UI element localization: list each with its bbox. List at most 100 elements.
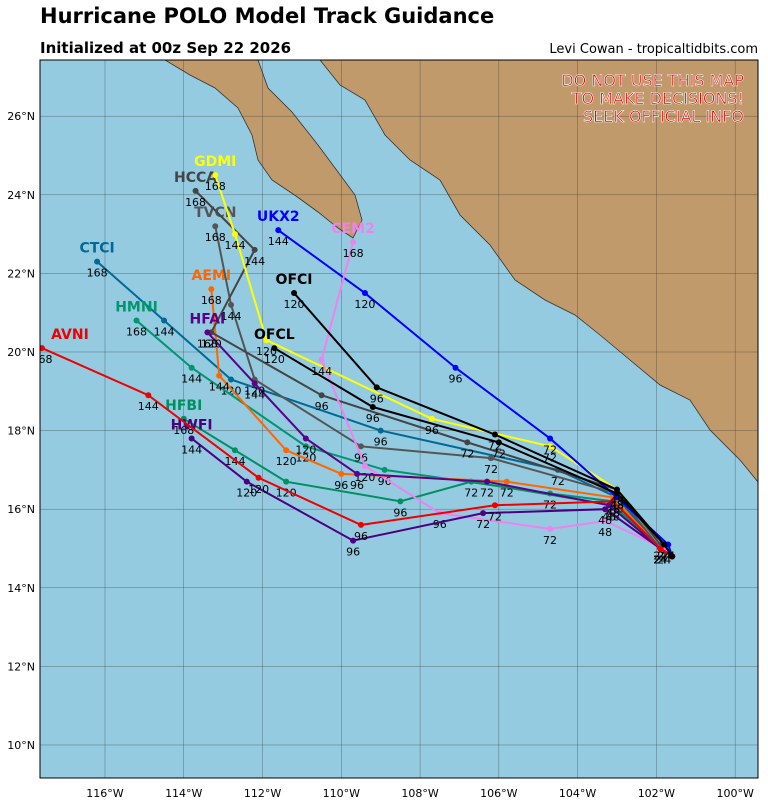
track-line (41, 347, 673, 558)
track-point (491, 502, 498, 509)
forecast-hour: 96 (354, 530, 368, 543)
track-point (480, 510, 487, 517)
forecast-hour: 144 (181, 443, 202, 456)
forecast-hour: 144 (268, 235, 289, 248)
forecast-hour: 24 (653, 553, 667, 566)
track-point (263, 337, 270, 344)
track-point (228, 301, 235, 308)
forecast-hour: 168 (126, 326, 147, 339)
forecast-hour: 144 (209, 381, 230, 394)
warning-line: DO NOT USE THIS MAP (561, 71, 744, 90)
forecast-hour: 24 (653, 553, 667, 566)
track-point (283, 478, 290, 485)
track-point (350, 238, 357, 245)
forecast-hour: 120 (276, 487, 297, 500)
track-point (354, 470, 361, 477)
land (164, 60, 758, 483)
forecast-hour: 120 (276, 455, 297, 468)
lon-tick-label: 102°W (638, 787, 675, 800)
forecast-hour: 24 (657, 553, 671, 566)
title: Hurricane POLO Model Track Guidance (40, 4, 494, 28)
track-point (484, 478, 491, 485)
forecast-hour: 24 (653, 553, 667, 566)
track-point (602, 506, 609, 513)
model-label: CEM2 (331, 221, 375, 237)
model-label: HWFI (171, 417, 213, 433)
track-point (397, 498, 404, 505)
lat-tick-label: 18°N (7, 425, 35, 438)
track-point (503, 478, 510, 485)
forecast-hour: 96 (378, 475, 392, 488)
model-label: HCCA (174, 170, 217, 186)
forecast-hour: 120 (354, 298, 375, 311)
model-label: HFBI (165, 398, 202, 414)
track-point (669, 553, 676, 560)
track-point (657, 545, 664, 552)
credit: Levi Cowan - tropicaltidbits.com (549, 42, 758, 57)
track-point (145, 392, 152, 399)
track-line (194, 190, 673, 558)
forecast-hour: 72 (492, 447, 506, 460)
lon-tick-label: 112°W (244, 787, 281, 800)
forecast-hour: 96 (449, 373, 463, 386)
track-point (231, 231, 238, 238)
lat-tick-label: 12°N (7, 660, 35, 673)
forecast-hour: 24 (653, 553, 667, 566)
track-point (228, 376, 235, 383)
lon-tick-label: 100°W (716, 787, 753, 800)
track-point (661, 541, 668, 548)
track-point (547, 443, 554, 450)
forecast-hour: 144 (244, 255, 265, 268)
track-point (495, 439, 502, 446)
forecast-hour: 96 (425, 424, 439, 437)
model-label: GDMI (194, 154, 236, 170)
lon-tick-label: 114°W (165, 787, 202, 800)
track-point (216, 372, 223, 379)
track-point (302, 435, 309, 442)
forecast-hour: 144 (138, 400, 159, 413)
forecast-hour: 48 (602, 510, 616, 523)
lat-tick-label: 10°N (7, 739, 35, 752)
forecast-hour: 144 (221, 310, 242, 323)
track-point (602, 517, 609, 524)
track-point (369, 404, 376, 411)
forecast-hour: 48 (610, 498, 624, 511)
forecast-hour: 72 (488, 440, 502, 453)
track-point (361, 290, 368, 297)
forecast-hour: 168 (87, 267, 108, 280)
track-point (428, 415, 435, 422)
forecast-hour: 96 (366, 412, 380, 425)
lat-tick-label: 16°N (7, 503, 35, 516)
warning-line: TO MAKE DECISIONS! (571, 89, 744, 108)
forecast-hour: 24 (653, 553, 667, 566)
forecast-hour: 168 (31, 353, 52, 366)
track-point (212, 172, 219, 179)
forecast-hour: 24 (653, 553, 667, 566)
lon-tick-label: 108°W (401, 787, 438, 800)
forecast-hour: 48 (610, 502, 624, 515)
model-label: HMNI (115, 300, 158, 316)
forecast-hour: 48 (598, 526, 612, 539)
forecast-hour: 72 (460, 447, 474, 460)
track-point (338, 470, 345, 477)
track-point (133, 317, 140, 324)
forecast-hour: 24 (657, 550, 671, 563)
forecast-hour: 24 (653, 553, 667, 566)
track-point (291, 290, 298, 297)
forecast-hour: 72 (500, 487, 514, 500)
forecast-hour: 144 (181, 373, 202, 386)
model-label: AVNI (51, 327, 89, 343)
lat-tick-label: 22°N (7, 267, 35, 280)
forecast-hour: 72 (484, 463, 498, 476)
track-point (94, 258, 101, 265)
track-point (491, 431, 498, 438)
track-point (381, 466, 388, 473)
track-point (357, 521, 364, 528)
lon-tick-label: 116°W (86, 787, 123, 800)
forecast-hour: 120 (264, 353, 285, 366)
forecast-hour: 96 (433, 518, 447, 531)
subtitle: Initialized at 00z Sep 22 2026 (40, 39, 291, 57)
forecast-hour: 144 (224, 239, 245, 252)
forecast-hour: 168 (205, 231, 226, 244)
